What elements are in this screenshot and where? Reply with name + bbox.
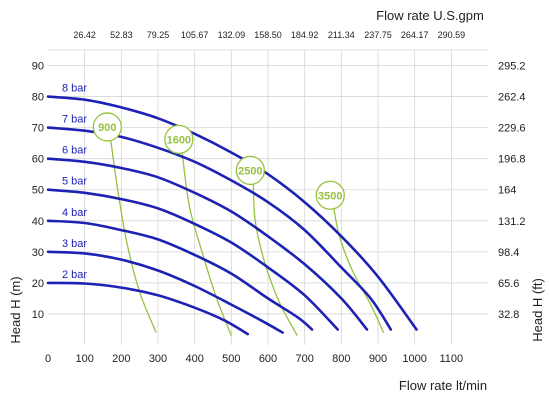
y-right-tick-label: 229.6 <box>498 123 526 135</box>
x-tick-label: 800 <box>332 353 350 365</box>
x-tick-label: 200 <box>112 353 130 365</box>
speed-curve-label: 1600 <box>167 134 191 146</box>
pressure-curve-label: 2 bar <box>62 269 87 281</box>
y-tick-label: 20 <box>32 278 44 290</box>
pressure-curve-2-bar <box>46 281 250 336</box>
pressure-curve-4-bar <box>46 219 314 331</box>
grid <box>48 49 488 345</box>
y-tick-label: 80 <box>32 92 44 104</box>
x-top-tick-label: 52.83 <box>110 30 133 40</box>
x-top-tick-label: 105.67 <box>181 30 209 40</box>
y-right-tick-label: 295.2 <box>498 61 526 73</box>
x-tick-label: 500 <box>222 353 240 365</box>
pressure-curve-label: 3 bar <box>62 238 87 250</box>
x-top-tick-label: 211.34 <box>328 30 355 40</box>
pressure-curve-3-bar <box>46 250 284 334</box>
x-tick-label: 900 <box>369 353 387 365</box>
speed-curve-900 <box>109 136 157 333</box>
y-right-tick-label: 262.4 <box>498 92 526 104</box>
y-tick-label: 70 <box>32 123 44 135</box>
y-right-tick-label: 98.4 <box>498 247 519 259</box>
y-right-tick-label: 32.8 <box>498 309 519 321</box>
speed-curve-2500 <box>252 180 298 337</box>
pressure-curve-5-bar <box>46 188 339 331</box>
y-right-tick-label: 131.2 <box>498 216 526 228</box>
y-tick-label: 50 <box>32 185 44 197</box>
x-tick-label: 700 <box>295 353 313 365</box>
tick-labels: 0 100 200 300 400 500 600 700 800 900 1000 1100 26.4… <box>32 30 526 365</box>
x-tick-label: 1000 <box>402 353 426 365</box>
speed-label-circle <box>92 112 122 142</box>
x-top-tick-label: 184.92 <box>291 30 319 40</box>
y-tick-label: 90 <box>32 61 44 73</box>
x-tick-label: 600 <box>259 353 277 365</box>
pressure-curve-label: 7 bar <box>62 114 87 126</box>
x-top-tick-label: 158.50 <box>254 30 282 40</box>
x-top-tick-label: 237.75 <box>364 30 392 40</box>
top-axis-title: Flow rate U.S.gpm <box>376 8 484 23</box>
bottom-axis-title: Flow rate lt/min <box>399 378 487 393</box>
x-top-tick-label: 264.17 <box>401 30 429 40</box>
left-axis-title: Head H (m) <box>8 276 23 343</box>
pressure-curve-label: 5 bar <box>62 176 87 188</box>
curve-labels: 900 1600 2500 3500 2 bar 3 bar 4 bar 5 bar 6 bar… <box>62 83 345 281</box>
pressure-curve-label: 8 bar <box>62 83 87 95</box>
y-tick-label: 30 <box>32 247 44 259</box>
x-top-tick-label: 26.42 <box>73 30 96 40</box>
right-axis-title: Head H (ft) <box>530 278 545 342</box>
pressure-curve-6-bar <box>46 157 369 331</box>
speed-label-circle <box>235 155 265 186</box>
pressure-curve-label: 6 bar <box>62 145 87 157</box>
speed-curve-label: 900 <box>98 122 116 134</box>
y-right-tick-label: 164 <box>498 185 516 197</box>
x-tick-label: 1100 <box>440 353 464 365</box>
y-right-tick-label: 196.8 <box>498 154 526 166</box>
x-tick-label: 0 <box>45 353 51 365</box>
speed-curve-label: 2500 <box>238 165 262 177</box>
x-top-tick-label: 290.59 <box>438 30 466 40</box>
y-tick-label: 40 <box>32 216 44 228</box>
x-tick-label: 400 <box>185 353 203 365</box>
y-right-tick-label: 65.6 <box>498 278 519 290</box>
speed-curve-3500 <box>332 205 385 333</box>
y-tick-label: 60 <box>32 154 44 166</box>
speed-label-circle <box>164 124 194 155</box>
pressure-curve-label: 4 bar <box>62 207 87 219</box>
x-top-tick-label: 132.09 <box>218 30 246 40</box>
x-top-tick-label: 79.25 <box>147 30 170 40</box>
x-tick-label: 300 <box>149 353 167 365</box>
y-tick-label: 10 <box>32 309 44 321</box>
x-tick-label: 100 <box>75 353 93 365</box>
speed-label-circle <box>315 180 345 210</box>
speed-curves <box>109 136 385 337</box>
speed-curve-label: 3500 <box>318 190 342 202</box>
pressure-curve-8-bar <box>46 95 418 331</box>
